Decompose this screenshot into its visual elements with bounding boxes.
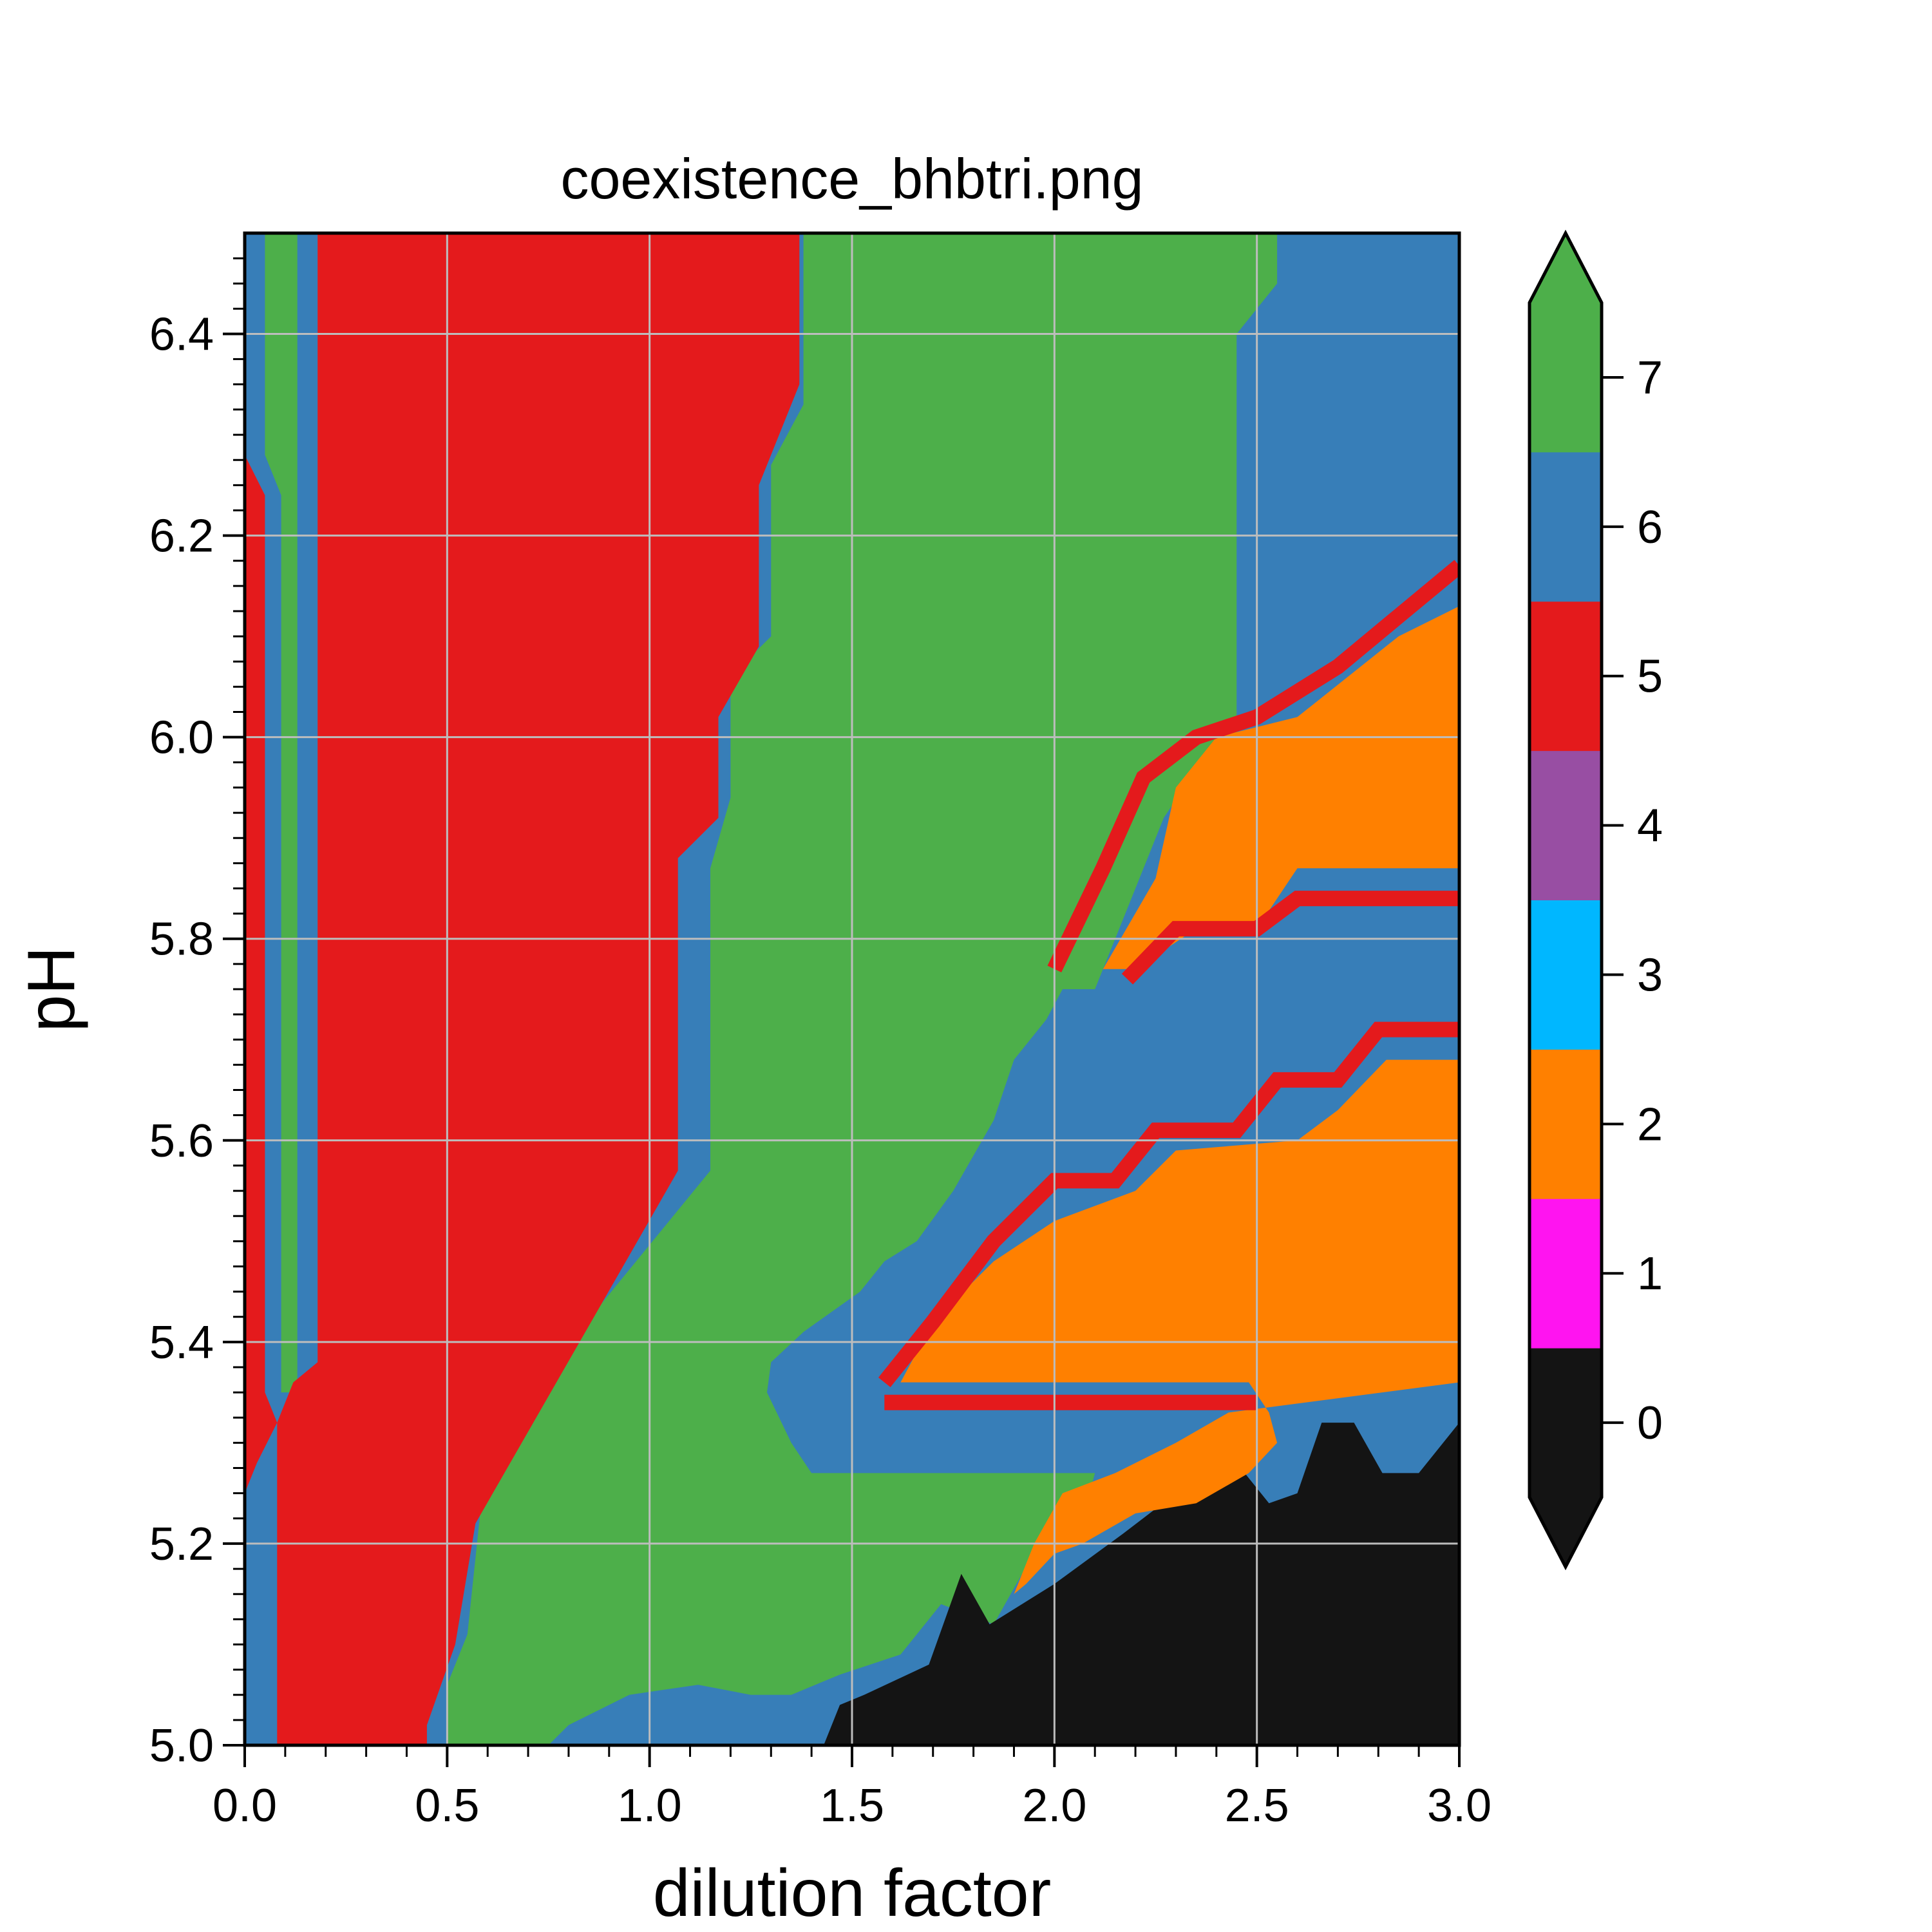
y-tick-label: 6.2 (149, 511, 214, 562)
y-tick-label: 5.0 (149, 1720, 214, 1772)
contour-boundary-level-5-0 (878, 1021, 1459, 1388)
grid (245, 233, 1459, 1745)
y-tick-label: 6.0 (149, 712, 214, 764)
x-tick-label: 3.0 (1427, 1780, 1492, 1832)
colorbar-tick-label: 3 (1637, 949, 1663, 1001)
contour-boundaries (878, 560, 1459, 1410)
x-tick-label: 1.5 (820, 1780, 884, 1832)
contour-boundary-level-5-2 (1047, 560, 1459, 972)
y-tick-label: 5.2 (149, 1519, 214, 1570)
colorbar-segment-2 (1530, 1049, 1602, 1199)
colorbar-segment-7 (1530, 303, 1602, 453)
contour-region-level-0-5 (791, 1423, 1459, 1745)
colorbar-outline (1528, 229, 1604, 1571)
y-axis-label: pH (14, 947, 89, 1032)
x-tick-label: 0.0 (213, 1780, 277, 1832)
x-tick-label: 2.5 (1225, 1780, 1289, 1832)
y-tick-label: 5.6 (149, 1115, 214, 1167)
colorbar-segment-5 (1530, 601, 1602, 752)
x-axis: 0.0 0.5 1.0 1.5 2.0 2.5 3.0 (213, 1745, 1492, 1832)
colorbar-segment-4 (1530, 750, 1602, 900)
y-tick-label: 6.4 (149, 309, 214, 361)
contour-region-level-5-3 (277, 233, 800, 1745)
x-tick-label: 2.0 (1022, 1780, 1086, 1832)
contour-region-level-2-7 (1103, 606, 1459, 969)
x-tick-label: 1.0 (618, 1780, 682, 1832)
colorbar-tick-label: 6 (1637, 502, 1663, 553)
x-tick-label: 0.5 (415, 1780, 479, 1832)
colorbar-extend-max (1530, 233, 1602, 303)
contour-region-level-5-4 (245, 455, 278, 1493)
chart-title: coexistence_bhbtri.png (560, 147, 1143, 211)
colorbar-tick-label: 2 (1637, 1099, 1663, 1150)
contour-region-level-2-6 (900, 1059, 1459, 1595)
colorbar-segment-6 (1530, 451, 1602, 602)
y-tick-label: 5.8 (149, 914, 214, 965)
colorbar-segment-3 (1530, 900, 1602, 1050)
y-axis: 5.0 5.2 5.4 5.6 5.8 6.0 6.2 6.4 (149, 257, 245, 1772)
colorbar-tick-label: 7 (1637, 352, 1663, 404)
colorbar-segment-1 (1530, 1198, 1602, 1349)
colorbar: 0 1 2 3 4 5 6 7 (1528, 229, 1663, 1571)
colorbar-tick-label: 1 (1637, 1248, 1663, 1300)
colorbar-tick-label: 0 (1637, 1397, 1663, 1449)
colorbar-segment-0 (1530, 1348, 1602, 1498)
x-axis-label: dilution factor (653, 1856, 1052, 1931)
y-tick-label: 5.4 (149, 1317, 214, 1368)
colorbar-tick-label: 4 (1637, 800, 1663, 852)
contour-region-level-7-2 (265, 233, 298, 1393)
colorbar-tick-label: 5 (1637, 651, 1663, 703)
colorbar-extend-min (1530, 1497, 1602, 1567)
contour-region-level-7-1 (447, 233, 1278, 1745)
